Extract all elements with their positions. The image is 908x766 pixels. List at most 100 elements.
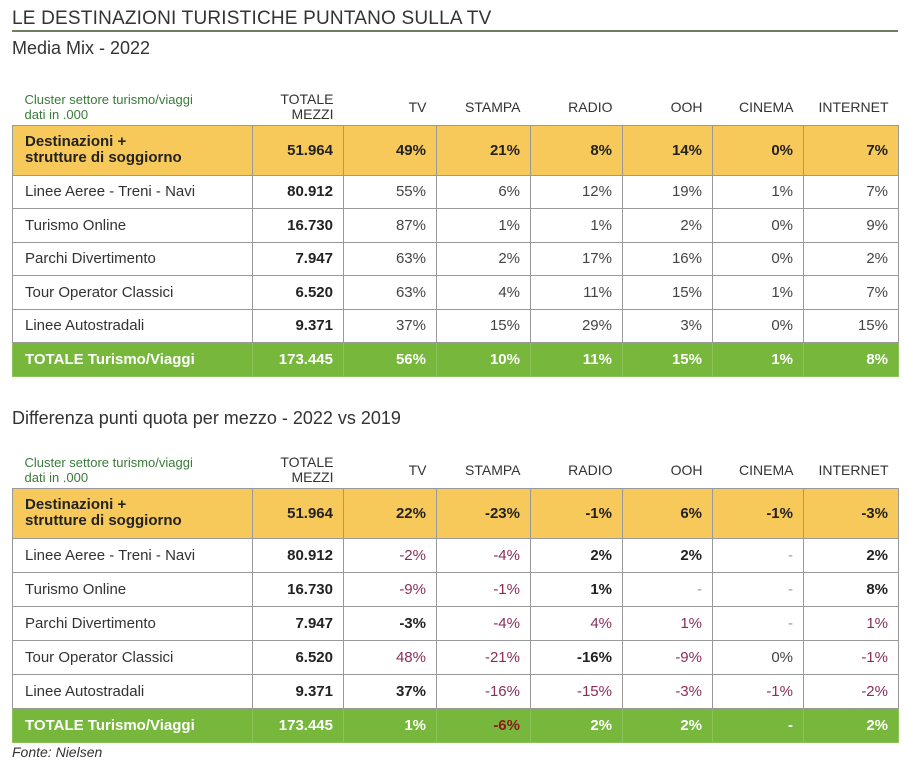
cell-cinema: - <box>712 537 804 573</box>
cell-internet: 2% <box>803 537 899 573</box>
row-total: 7.947 <box>252 605 344 641</box>
totale-header-line1: TOTALE <box>280 91 334 108</box>
cell-stampa: -4% <box>436 537 531 573</box>
row-label: Linee Autostradali <box>12 673 253 709</box>
cell-internet: -3% <box>803 487 899 539</box>
cell-stampa: -21% <box>436 639 531 675</box>
page-title: LE DESTINAZIONI TURISTICHE PUNTANO SULLA… <box>12 8 492 29</box>
row-total: 80.912 <box>252 174 344 209</box>
column-header-internet: INTERNET <box>818 461 889 478</box>
row-label: TOTALE Turismo/Viaggi <box>12 342 253 377</box>
cell-internet: 7% <box>803 275 899 310</box>
column-header-tv: TV <box>408 98 427 115</box>
cell-internet: 7% <box>803 174 899 209</box>
row-total: 6.520 <box>252 639 344 675</box>
totale-header-line2: MEZZI <box>291 469 334 486</box>
row-label: Parchi Divertimento <box>12 241 253 276</box>
table1-subtitle: Media Mix - 2022 <box>12 38 151 58</box>
table-row: Linee Aeree - Treni - Navi 80.912 -2% -4% 2%… <box>12 537 899 573</box>
cell-radio: 12% <box>530 174 623 209</box>
cell-ooh: -9% <box>622 639 713 675</box>
cell-stampa: 6% <box>436 174 531 209</box>
cell-cinema: - <box>712 605 804 641</box>
row-total: 7.947 <box>252 241 344 276</box>
cell-ooh: - <box>622 571 713 607</box>
cell-tv: 63% <box>343 241 437 276</box>
cell-stampa: 15% <box>436 308 531 343</box>
cell-tv: 56% <box>343 342 437 377</box>
cluster-header-line2: dati in .000 <box>24 107 89 123</box>
column-header-cinema: CINEMA <box>739 461 794 478</box>
cell-stampa: 21% <box>436 124 531 176</box>
media-mix-table: Cluster settore turismo/viaggi dati in .0… <box>12 90 899 377</box>
cell-ooh: 2% <box>622 208 713 243</box>
column-header-ooh: OOH <box>670 98 703 115</box>
table-row: Parchi Divertimento 7.947 63% 2% 17% 16% 0% 2% <box>12 241 899 276</box>
row-label: TOTALE Turismo/Viaggi <box>12 707 253 743</box>
cell-radio: -15% <box>530 673 623 709</box>
cell-radio: 2% <box>530 537 623 573</box>
cell-cinema: 0% <box>712 208 804 243</box>
difference-table: Cluster settore turismo/viaggi dati in .0… <box>12 453 899 743</box>
row-total: 16.730 <box>252 571 344 607</box>
total-row: TOTALE Turismo/Viaggi 173.445 1% -6% 2% 2% -2% <box>12 707 899 743</box>
row-total: 173.445 <box>252 342 344 377</box>
cell-cinema: 1% <box>712 174 804 209</box>
cell-cinema: - <box>712 707 804 743</box>
cluster-header-line1: Cluster settore turismo/viaggi <box>24 455 193 471</box>
header-row: Cluster settore turismo/viaggi dati in .0… <box>13 90 899 125</box>
cell-radio: 11% <box>530 342 623 377</box>
row-label: Linee Aeree - Treni - Navi <box>12 174 253 209</box>
cluster-header-line1: Cluster settore turismo/viaggi <box>24 92 193 108</box>
total-row: TOTALE Turismo/Viaggi 173.445 56% 10% 11% 15%… <box>12 342 899 377</box>
row-total: 6.520 <box>252 275 344 310</box>
cell-radio: 1% <box>530 571 623 607</box>
cell-internet: 2% <box>803 707 899 743</box>
cell-stampa: 1% <box>436 208 531 243</box>
cell-tv: 48% <box>343 639 437 675</box>
column-header-tv: TV <box>408 461 427 478</box>
cell-ooh: 1% <box>622 605 713 641</box>
cell-radio: 17% <box>530 241 623 276</box>
cell-tv: -2% <box>343 537 437 573</box>
cell-cinema: 0% <box>712 308 804 343</box>
cell-stampa: -1% <box>436 571 531 607</box>
row-label: Turismo Online <box>12 208 253 243</box>
cell-stampa: 10% <box>436 342 531 377</box>
cell-internet: 1% <box>803 605 899 641</box>
table-row: Parchi Divertimento 7.947 -3% -4% 4% 1% -1% <box>12 605 899 641</box>
cell-ooh: 2% <box>622 707 713 743</box>
row-label: Destinazioni + strutture di soggiorno <box>12 487 253 539</box>
table-row: Linee Autostradali 9.371 37% -16% -15% -3% -1%… <box>12 673 899 709</box>
cell-cinema: - <box>712 571 804 607</box>
cell-internet: 8% <box>803 342 899 377</box>
cell-stampa: 2% <box>436 241 531 276</box>
cell-tv: 63% <box>343 275 437 310</box>
cell-radio: 11% <box>530 275 623 310</box>
row-total: 16.730 <box>252 208 344 243</box>
cell-internet: -2% <box>803 673 899 709</box>
column-header-radio: RADIO <box>568 98 613 115</box>
cell-radio: 29% <box>530 308 623 343</box>
cell-internet: 15% <box>803 308 899 343</box>
row-label: Tour Operator Classici <box>12 639 253 675</box>
column-header-stampa: STAMPA <box>465 98 521 115</box>
cell-stampa: 4% <box>436 275 531 310</box>
table-row: Linee Autostradali 9.371 37% 15% 29% 3% 0% 15% <box>12 308 899 343</box>
cell-cinema: -1% <box>712 487 804 539</box>
cluster-header: Cluster settore turismo/viaggi dati in .0… <box>13 90 253 125</box>
cell-ooh: 15% <box>622 275 713 310</box>
row-label: Parchi Divertimento <box>12 605 253 641</box>
totale-header-line2: MEZZI <box>291 106 334 123</box>
column-header-ooh: OOH <box>670 461 703 478</box>
row-total: 80.912 <box>252 537 344 573</box>
cell-internet: -1% <box>803 639 899 675</box>
table-row: Tour Operator Classici 6.520 48% -21% -16% -9… <box>12 639 899 675</box>
table2-subtitle: Differenza punti quota per mezzo - 2022 … <box>12 408 401 428</box>
cell-tv: 37% <box>343 673 437 709</box>
row-label: Tour Operator Classici <box>12 275 253 310</box>
table-row: Turismo Online 16.730 -9% -1% 1% - -8% <box>12 571 899 607</box>
row-label: Destinazioni + strutture di soggiorno <box>12 124 253 176</box>
cell-tv: -9% <box>343 571 437 607</box>
cell-radio: 4% <box>530 605 623 641</box>
